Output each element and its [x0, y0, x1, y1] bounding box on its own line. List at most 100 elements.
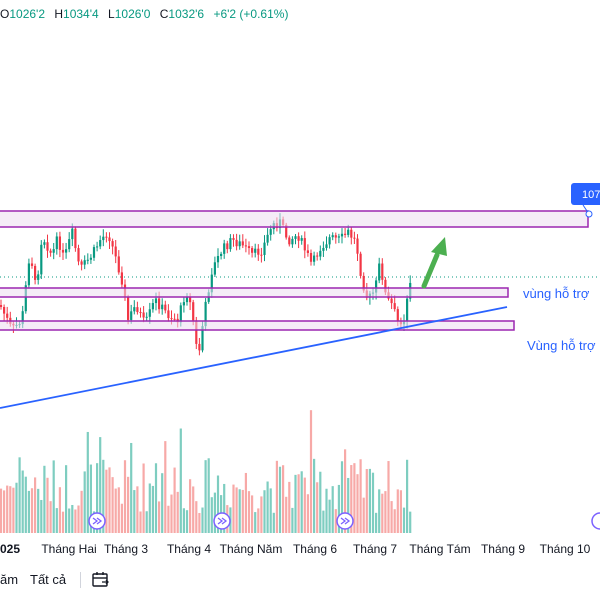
volume-bar — [347, 477, 350, 533]
x-tick-label: Tháng 9 — [481, 542, 525, 556]
volume-bar — [71, 504, 74, 533]
calendar-range-icon[interactable] — [91, 570, 111, 590]
range-button-partial[interactable]: ăm — [0, 572, 19, 587]
candle-body — [164, 304, 167, 311]
resistance-zone[interactable] — [0, 210, 589, 228]
candle-body — [291, 238, 294, 245]
event-marker-icon[interactable] — [336, 512, 354, 530]
volume-bar — [154, 463, 158, 533]
candle-body — [161, 304, 164, 310]
volume-bar — [142, 463, 145, 533]
candle-body — [86, 259, 89, 261]
volume-bar — [58, 487, 61, 533]
toolbar-divider — [80, 572, 81, 588]
volume-bar — [65, 465, 68, 533]
candle-body — [269, 229, 272, 235]
event-marker-icon[interactable] — [591, 512, 600, 530]
volume-bar — [9, 486, 12, 533]
candle-body — [43, 242, 46, 245]
volume-bar — [27, 490, 30, 533]
volume-bar — [37, 488, 40, 533]
candle-body — [337, 236, 340, 238]
candle-body — [384, 279, 387, 293]
candle-body — [92, 247, 96, 258]
candle-body — [158, 298, 161, 310]
event-markers[interactable] — [88, 512, 600, 530]
volume-bar — [282, 465, 285, 533]
candle-body — [359, 253, 362, 276]
candle-body — [306, 250, 309, 253]
close-value: 1032'6 — [168, 7, 205, 21]
volume-bar — [130, 442, 133, 533]
volume-bar — [319, 471, 322, 533]
volume-bar — [108, 467, 111, 533]
candle-body — [285, 224, 288, 238]
candle-body — [34, 265, 37, 280]
volume-bar — [49, 501, 52, 533]
volume-bar — [61, 511, 65, 533]
candle-body — [220, 253, 223, 256]
candle-body — [309, 252, 313, 262]
candle-body — [173, 318, 176, 320]
volume-bar — [170, 494, 173, 533]
candle-body — [65, 249, 68, 253]
candle-body — [71, 228, 74, 240]
volume-bar — [83, 471, 86, 533]
candle-body — [201, 326, 204, 351]
volume-bar — [393, 509, 396, 533]
volume-bar — [247, 491, 251, 533]
volume-bar — [266, 481, 269, 533]
price-tag: 107 — [571, 183, 600, 218]
event-marker-icon[interactable] — [88, 512, 106, 530]
volume-bar — [161, 473, 164, 533]
volume-bar — [21, 470, 24, 533]
trend-line[interactable] — [0, 306, 508, 409]
low-key: L — [108, 7, 115, 21]
volume-bar — [350, 465, 353, 533]
range-button-all[interactable]: Tất cả — [30, 572, 67, 587]
event-marker-icon[interactable] — [213, 512, 231, 530]
candle-body — [254, 248, 257, 253]
candle-body — [117, 256, 120, 273]
x-tick-label: Tháng 3 — [104, 542, 148, 556]
candle-body — [145, 316, 148, 318]
candle-body — [226, 243, 229, 250]
volume-bar — [18, 457, 21, 533]
candle-body — [195, 320, 198, 344]
volume-bar — [322, 510, 325, 533]
volume-bar — [238, 489, 241, 533]
support-zone-small[interactable] — [0, 287, 509, 298]
volume-bar — [34, 477, 37, 533]
volume-bar — [213, 492, 216, 533]
volume-bar — [96, 463, 99, 533]
candle-body — [52, 249, 55, 253]
volume-bar — [303, 477, 306, 533]
candle-body — [142, 312, 145, 318]
candle-body — [30, 263, 34, 266]
candle-body — [316, 255, 319, 257]
volume-bar — [409, 511, 412, 533]
up-arrow[interactable] — [421, 237, 447, 289]
volume-bar — [337, 484, 340, 533]
candle-body — [238, 241, 241, 247]
candle-body — [260, 254, 263, 256]
open-value: 1026'2 — [9, 7, 46, 21]
candle-body — [21, 311, 24, 325]
volume-bar — [185, 510, 189, 533]
support-label-large: Vùng hỗ trợ — [527, 338, 596, 353]
candle-body — [288, 237, 291, 245]
volume-bar — [24, 476, 27, 533]
support-zone-large[interactable] — [0, 320, 515, 331]
candle-body — [148, 309, 151, 317]
volume-bar — [173, 467, 176, 533]
volume-bar — [334, 509, 337, 533]
candle-body — [390, 298, 393, 304]
volume-bar — [399, 490, 402, 533]
candle-body — [322, 247, 325, 251]
candle-body — [223, 243, 226, 254]
low-value: 1026'0 — [114, 7, 151, 21]
candle-body — [235, 239, 238, 247]
volume-bar — [257, 508, 260, 533]
volume-bar — [356, 474, 359, 533]
